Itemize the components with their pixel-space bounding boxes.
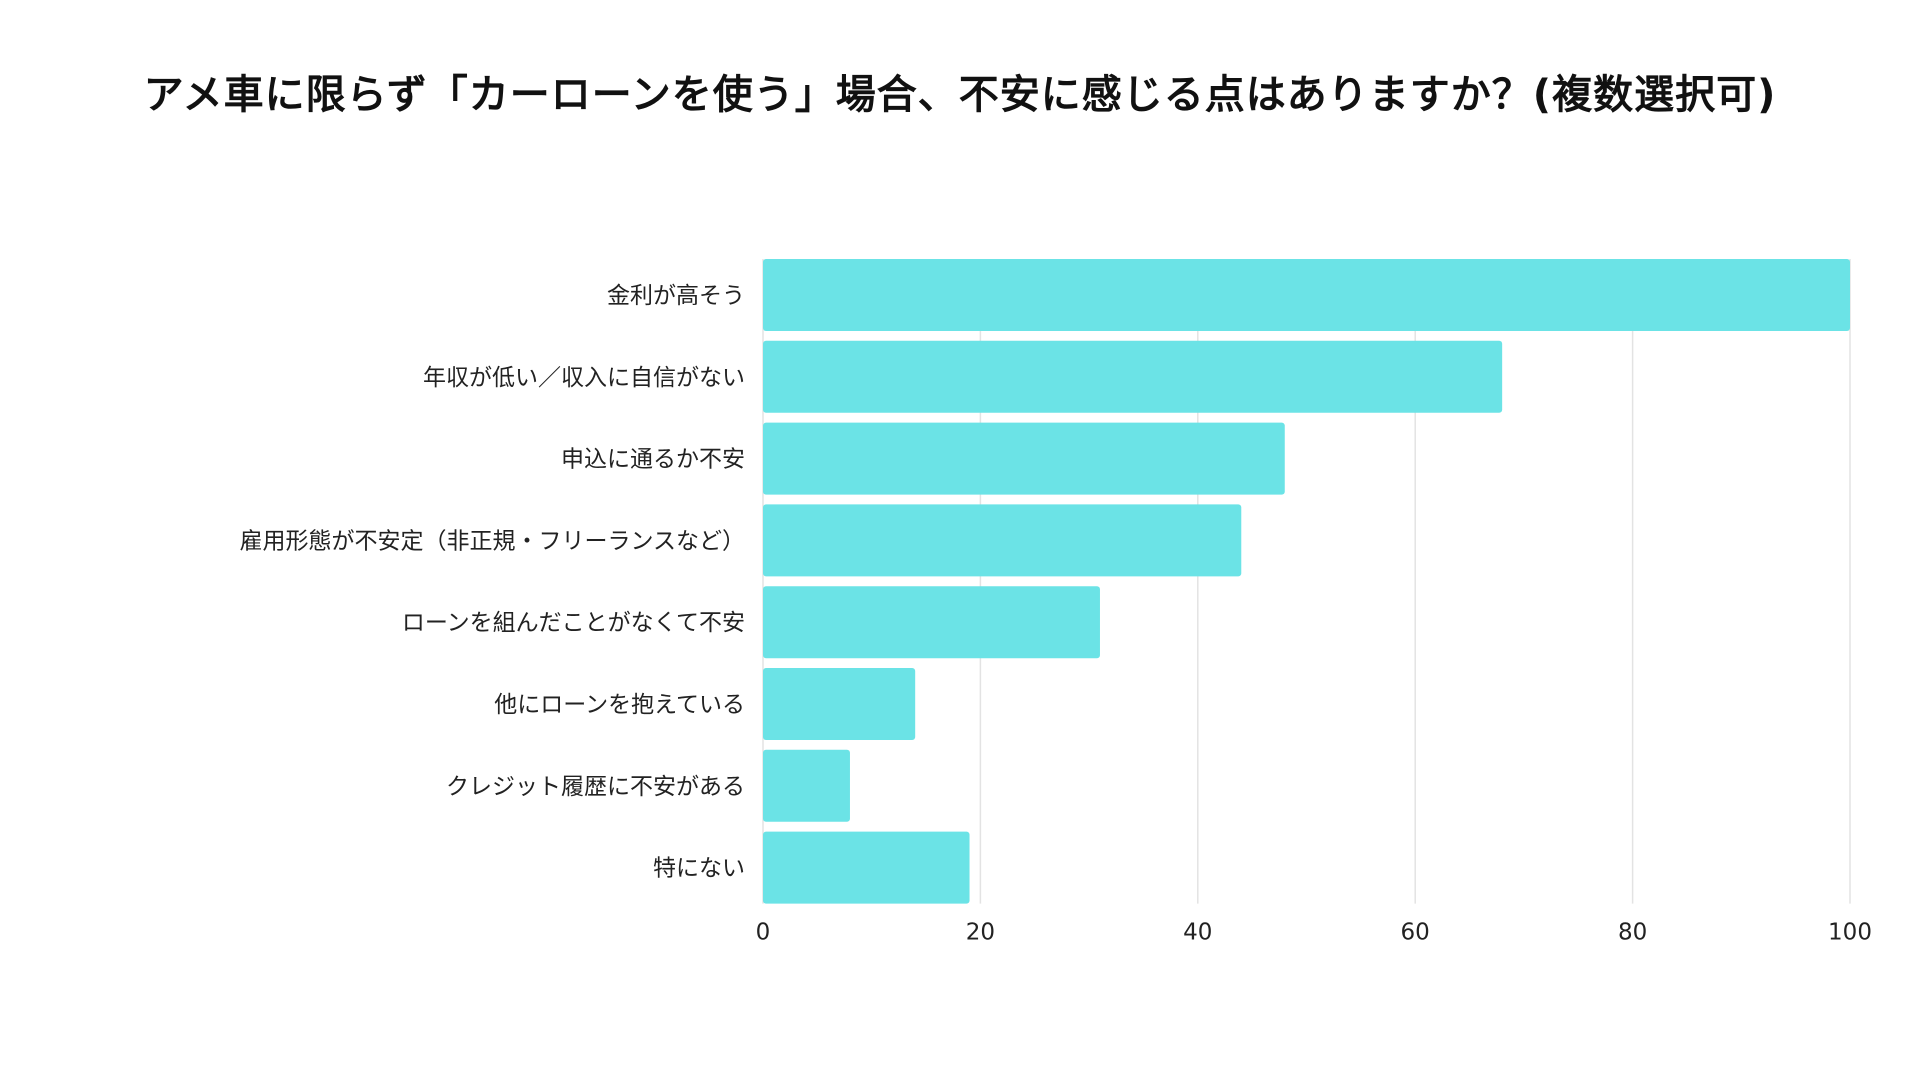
bar [763,831,970,904]
x-tick-label: 100 [1828,920,1872,946]
category-label: 雇用形態が不安定（非正規・フリーランスなど） [239,528,745,554]
category-label: 年収が低い／収入に自信がない [423,365,745,391]
bars [763,259,1850,904]
x-tick-label: 20 [966,920,995,946]
category-label: ローンを組んだことがなくて不安 [402,610,745,636]
bar [763,668,916,740]
bar [763,504,1242,577]
category-label: 金利が高そう [607,283,745,309]
x-axis-ticks: 0 20 40 60 80 100 [756,920,1872,946]
category-label: クレジット履歴に不安がある [446,774,745,800]
x-tick-label: 0 [756,920,771,946]
bar [763,422,1285,495]
category-label: 特にない [653,856,745,882]
x-tick-label: 60 [1401,920,1430,946]
x-tick-label: 40 [1183,920,1212,946]
category-label: 他にローンを抱えている [494,692,745,718]
chart-title: アメ車に限らず「カーローンを使う」場合、不安に感じる点はありますか？(複数選択可… [143,72,1777,118]
bar [763,749,850,822]
x-tick-label: 80 [1618,920,1647,946]
bar [763,586,1100,659]
bar [763,340,1503,413]
category-labels: 金利が高そう年収が低い／収入に自信がない申込に通るか不安雇用形態が不安定（非正規… [239,283,745,882]
bar [763,259,1850,331]
category-label: 申込に通るか不安 [561,447,745,473]
